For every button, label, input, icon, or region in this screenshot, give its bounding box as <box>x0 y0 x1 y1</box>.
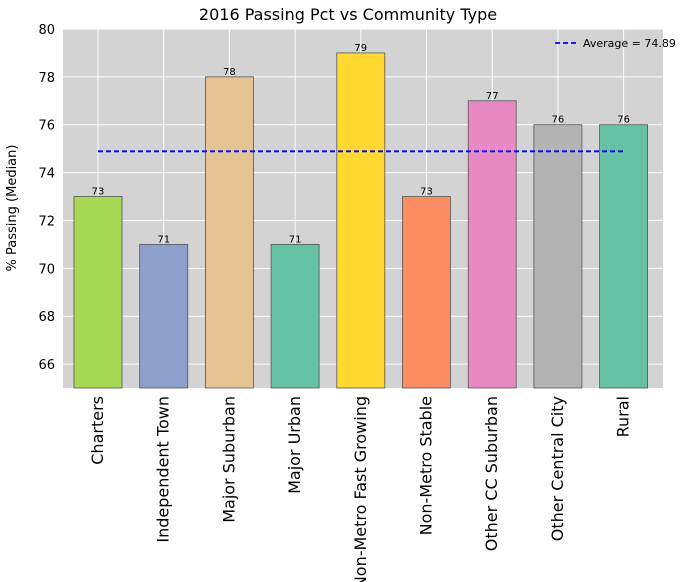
x-tick-label: Rural <box>614 396 633 437</box>
bar-value-label: 79 <box>354 43 367 54</box>
x-tick-label: Other CC Suburban <box>482 396 501 551</box>
bar-other-cc-suburban <box>467 100 517 389</box>
x-axis-ticks: Charters Independent Town Major Suburban Ma… <box>88 396 633 582</box>
x-tick-label: Major Urban <box>285 396 304 494</box>
bar-value-label: 78 <box>223 67 236 78</box>
y-tick-label: 66 <box>38 358 55 373</box>
bar-charters <box>73 196 123 389</box>
bar-value-label: 77 <box>486 91 499 102</box>
legend: Average = 74.89 <box>555 37 676 50</box>
y-tick-label: 74 <box>38 167 55 182</box>
legend-label: Average = 74.89 <box>583 37 676 50</box>
bar-value-label: 71 <box>157 234 170 245</box>
y-tick-label: 76 <box>38 119 55 134</box>
bar-value-label: 71 <box>289 234 302 245</box>
bar-value-label: 73 <box>92 187 105 198</box>
y-tick-label: 80 <box>38 23 55 38</box>
y-axis-label: % Passing (Median) <box>5 145 20 272</box>
bar-rural <box>599 124 648 389</box>
y-tick-label: 78 <box>38 71 55 86</box>
x-tick-label: Non-Metro Stable <box>417 396 436 535</box>
x-tick-label: Non-Metro Fast Growing <box>351 396 370 582</box>
bar-non-metro-stable <box>402 196 451 389</box>
bar-major-urban <box>270 243 320 389</box>
bar-other-central-city <box>533 124 583 389</box>
data-labels: 73 71 78 71 79 73 77 76 76 <box>92 43 630 245</box>
x-tick-label: Other Central City <box>548 396 567 541</box>
bars <box>73 52 648 389</box>
chart-title: 2016 Passing Pct vs Community Type <box>199 5 497 24</box>
x-tick-label: Independent Town <box>154 396 173 543</box>
y-tick-label: 70 <box>38 262 55 277</box>
bar-major-suburban <box>204 76 254 389</box>
x-tick-label: Charters <box>88 396 107 465</box>
bar-non-metro-fast-growing <box>336 52 386 389</box>
x-tick-label: Major Suburban <box>219 396 238 523</box>
bar-independent-town <box>139 243 189 389</box>
y-tick-label: 72 <box>38 214 55 229</box>
bar-value-label: 76 <box>552 115 565 126</box>
y-axis-ticks: 66 68 70 72 74 76 78 80 <box>38 23 55 373</box>
bar-value-label: 73 <box>420 187 433 198</box>
y-tick-label: 68 <box>38 310 55 325</box>
bar-value-label: 76 <box>617 115 630 126</box>
